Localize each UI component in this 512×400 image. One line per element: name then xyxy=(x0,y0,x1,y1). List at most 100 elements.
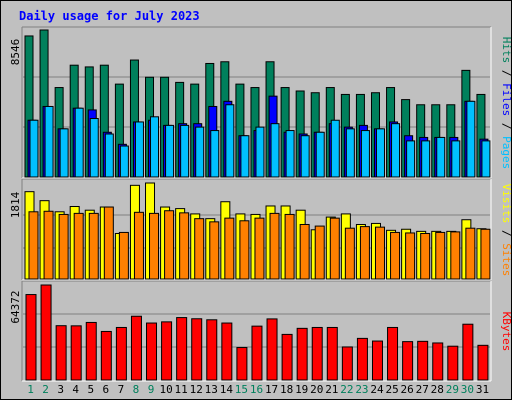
bar-kbytes-day-9 xyxy=(146,322,158,381)
x-tick-label: 30 xyxy=(461,383,474,396)
bar-sites-day-12 xyxy=(194,218,205,280)
bar-pages-day-15 xyxy=(240,135,250,178)
bar-sites-day-25 xyxy=(390,231,401,280)
legend-item-files: Files xyxy=(500,83,512,116)
x-tick-label: 16 xyxy=(250,383,263,396)
bar-pages-day-14 xyxy=(225,104,235,178)
x-tick-label: 8 xyxy=(133,383,140,396)
bar-sites-day-6 xyxy=(103,206,114,280)
y-max-label-hits-files-pages: 8546 xyxy=(9,39,22,66)
bar-sites-day-26 xyxy=(405,232,416,280)
legend-item-hits: Hits xyxy=(500,37,512,64)
x-tick-label: 6 xyxy=(103,383,110,396)
bar-sites-day-13 xyxy=(209,221,220,280)
bar-pages-day-11 xyxy=(180,124,190,178)
x-tick-label: 27 xyxy=(416,383,429,396)
bar-pages-day-3 xyxy=(59,128,69,178)
legend-item-sites: Sites xyxy=(500,243,512,276)
bar-sites-day-1 xyxy=(28,211,39,280)
y-max-label-kbytes: 64372 xyxy=(9,290,22,323)
bar-pages-day-23 xyxy=(360,130,370,178)
x-tick-label: 25 xyxy=(385,383,398,396)
bar-pages-day-29 xyxy=(451,140,461,178)
x-tick-label: 31 xyxy=(476,383,489,396)
bar-sites-day-7 xyxy=(118,231,129,280)
panel-kbytes: 64372 KBytes xyxy=(9,280,512,382)
bar-kbytes-day-6 xyxy=(100,330,112,381)
x-tick-label: 24 xyxy=(370,383,384,396)
bar-kbytes-day-29 xyxy=(447,345,459,381)
chart-panels: 8546 Hits / Files / Pages 1814 Visits / Sit… xyxy=(9,26,512,382)
bar-kbytes-day-21 xyxy=(326,326,338,381)
bar-sites-day-5 xyxy=(88,212,99,280)
bar-kbytes-day-7 xyxy=(115,326,127,381)
x-tick-label: 18 xyxy=(280,383,293,396)
x-tick-label: 22 xyxy=(340,383,353,396)
bar-sites-day-19 xyxy=(299,223,310,280)
bar-sites-day-23 xyxy=(359,226,370,280)
x-tick-label: 15 xyxy=(235,383,248,396)
bar-kbytes-day-11 xyxy=(176,317,188,381)
bar-sites-day-9 xyxy=(149,212,160,280)
bar-pages-day-22 xyxy=(345,128,355,178)
x-tick-label: 2 xyxy=(42,383,49,396)
x-tick-label: 19 xyxy=(295,383,308,396)
x-tick-label: 13 xyxy=(205,383,218,396)
bar-pages-day-18 xyxy=(285,130,295,178)
bar-kbytes-day-4 xyxy=(70,325,82,381)
x-tick-label: 9 xyxy=(148,383,155,396)
bar-kbytes-day-26 xyxy=(402,341,414,381)
legend-separator: / xyxy=(500,116,512,136)
bar-pages-day-5 xyxy=(89,118,99,178)
bar-pages-day-19 xyxy=(300,135,310,178)
bar-kbytes-day-27 xyxy=(417,340,429,381)
bar-pages-day-30 xyxy=(466,100,476,178)
legend-hits-files-pages: Hits / Files / Pages xyxy=(500,37,512,170)
x-tick-label: 4 xyxy=(72,383,79,396)
legend-visits-sites: Visits / Sites xyxy=(500,184,512,277)
bar-pages-day-28 xyxy=(436,136,446,178)
x-tick-label: 5 xyxy=(87,383,94,396)
x-tick-label: 14 xyxy=(220,383,234,396)
bar-kbytes-day-25 xyxy=(387,326,399,381)
bar-kbytes-day-5 xyxy=(85,321,97,381)
bar-kbytes-day-14 xyxy=(221,322,233,381)
x-tick-label: 10 xyxy=(159,383,172,396)
legend-separator: / xyxy=(500,223,512,243)
bar-sites-day-28 xyxy=(435,231,446,280)
x-tick-label: 3 xyxy=(57,383,64,396)
bar-pages-day-10 xyxy=(165,124,175,178)
legend-kbytes: KBytes xyxy=(500,312,512,352)
x-tick-label: 11 xyxy=(175,383,188,396)
bar-pages-day-13 xyxy=(210,130,220,178)
bar-pages-day-4 xyxy=(74,107,84,178)
bar-sites-day-10 xyxy=(164,210,175,280)
bar-pages-day-24 xyxy=(375,128,385,178)
bar-kbytes-day-16 xyxy=(251,325,263,381)
bar-kbytes-day-31 xyxy=(477,344,489,381)
panel-hits-files-pages: 8546 Hits / Files / Pages xyxy=(9,26,512,179)
bar-kbytes-day-22 xyxy=(341,346,353,381)
x-tick-label: 29 xyxy=(446,383,459,396)
legend-separator: / xyxy=(500,63,512,83)
bar-sites-day-16 xyxy=(254,217,265,280)
bar-sites-day-27 xyxy=(420,232,431,280)
bar-kbytes-day-18 xyxy=(281,333,293,381)
bar-kbytes-day-24 xyxy=(371,340,383,381)
bar-pages-day-25 xyxy=(391,123,401,178)
bar-sites-day-17 xyxy=(269,212,280,280)
bar-sites-day-4 xyxy=(73,212,84,280)
bar-sites-day-18 xyxy=(284,213,295,280)
bar-pages-day-16 xyxy=(255,126,265,178)
bar-sites-day-24 xyxy=(374,226,385,280)
bar-kbytes-day-20 xyxy=(311,326,323,381)
x-tick-label: 1 xyxy=(27,383,34,396)
x-tick-labels: 1 2 3 4 5 6 7 8 9 10 11 12 13 14 15 16 17 18 19 20 21 22 23 24 2… xyxy=(27,383,489,396)
bar-sites-day-30 xyxy=(465,227,476,280)
bar-kbytes-day-1 xyxy=(25,294,37,381)
bar-kbytes-day-3 xyxy=(55,325,67,381)
bar-kbytes-day-15 xyxy=(236,347,248,381)
bar-sites-day-11 xyxy=(179,212,190,280)
bar-pages-day-31 xyxy=(481,140,491,178)
